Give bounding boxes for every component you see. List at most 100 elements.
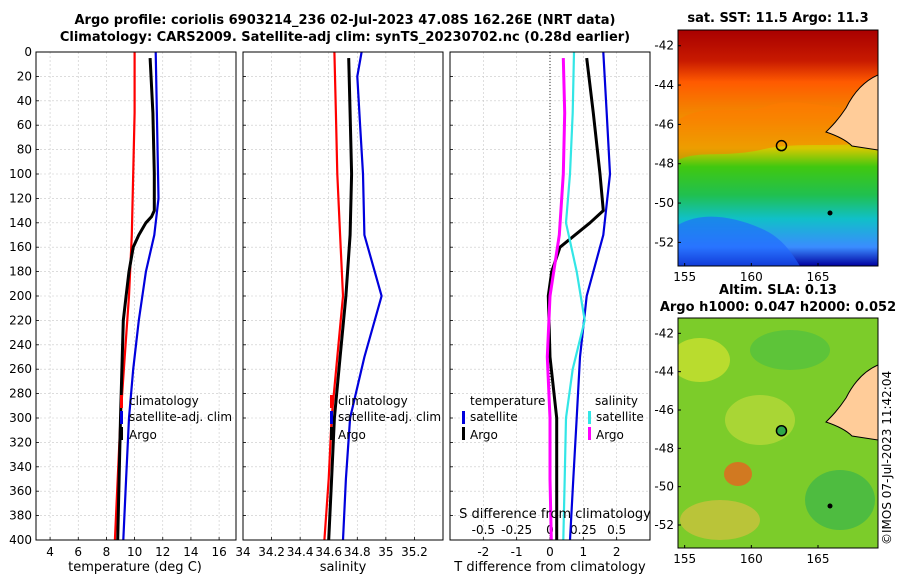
y-tick-label: 60 — [17, 118, 32, 132]
figure-title-line2: Climatology: CARS2009. Satellite-adj cli… — [60, 30, 630, 45]
x-tick-label: 16 — [211, 545, 226, 559]
temperature-profile-panel: 0 20 40 60 80 100 120 140 160 180 200 220 240 260 280 3… — [9, 45, 237, 559]
map-y-tick-label: -44 — [654, 365, 674, 379]
difference-xlabel-top: S difference from climatology — [459, 507, 651, 522]
x-tick-label: 6 — [74, 545, 82, 559]
map-y-tick-label: -46 — [654, 403, 674, 417]
salinity-xlabel: salinity — [320, 560, 367, 575]
legend-swatch-satellite — [330, 411, 333, 424]
y-tick-label: 20 — [17, 69, 32, 83]
x-tick-label: -1 — [511, 545, 523, 559]
y-tick-label: 40 — [17, 94, 32, 108]
temperature-xlabel: temperature (deg C) — [68, 560, 202, 575]
top-x-tick-label: 0.25 — [570, 523, 597, 537]
sla-patch — [678, 338, 730, 382]
legend-swatch-s-satellite — [588, 411, 591, 424]
legend-label-climatology: climatology — [129, 394, 199, 408]
legend-swatch-t-argo — [462, 427, 465, 440]
x-tick-label: -2 — [477, 545, 489, 559]
x-tick-label: 34.2 — [258, 545, 285, 559]
argo-line — [327, 58, 354, 540]
map-frame — [677, 29, 879, 267]
y-tick-label: 240 — [9, 338, 32, 352]
map-x-tick-label: 155 — [673, 270, 696, 284]
sla-map-title-line1: Altim. SLA: 0.13 — [719, 283, 837, 298]
x-tick-label: 35 — [378, 545, 393, 559]
map-y-tick-label: -48 — [654, 441, 674, 455]
map-x-tick-label: 165 — [807, 270, 830, 284]
y-tick-label: 400 — [9, 533, 32, 547]
legend-swatch-satellite — [120, 411, 123, 424]
top-x-tick-label: -0.25 — [501, 523, 532, 537]
y-tick-label: 100 — [9, 167, 32, 181]
x-tick-label: 14 — [183, 545, 198, 559]
x-tick-label: 34 — [235, 545, 250, 559]
temperature-satellite-line — [568, 52, 612, 540]
y-tick-label: 200 — [9, 289, 32, 303]
x-tick-label: 34.4 — [287, 545, 314, 559]
x-tick-label: 0 — [546, 545, 554, 559]
y-tick-label: 320 — [9, 435, 32, 449]
salinity-legend: climatology satellite-adj. clim Argo — [330, 394, 441, 442]
climatology-line — [323, 52, 345, 540]
salinity-argo-line — [545, 58, 567, 540]
figure-title-line1: Argo profile: coriolis 6903214_236 02-Ju… — [75, 13, 616, 28]
top-x-tick-label: -0.5 — [472, 523, 495, 537]
map-y-tick-label: -48 — [654, 157, 674, 171]
sla-patch — [750, 330, 830, 370]
map-y-tick-label: -46 — [654, 117, 674, 131]
sst-map-title: sat. SST: 11.5 Argo: 11.3 — [687, 11, 868, 26]
sla-argo-marker — [775, 424, 788, 437]
y-tick-label: 220 — [9, 313, 32, 327]
legend-label-satellite: satellite-adj. clim — [129, 410, 232, 424]
legend-swatch-argo — [330, 427, 333, 440]
legend-label-s-satellite: satellite — [596, 410, 644, 424]
y-tick-label: 300 — [9, 411, 32, 425]
map-y-tick-label: -52 — [654, 235, 674, 249]
x-tick-label: 12 — [155, 545, 170, 559]
legend-label-argo: Argo — [129, 428, 157, 442]
sla-island — [827, 503, 833, 509]
map-y-tick-label: -52 — [654, 518, 674, 532]
satellite-adj-clim-line — [122, 52, 160, 540]
sst-island — [827, 210, 833, 216]
legend-swatch-climatology — [330, 395, 333, 408]
legend-label-satellite: satellite-adj. clim — [338, 410, 441, 424]
legend-label-argo: Argo — [338, 428, 366, 442]
legend-label-t-satellite: satellite — [470, 410, 518, 424]
x-tick-label: 1 — [580, 545, 588, 559]
sla-patch — [725, 395, 795, 445]
y-tick-label: 280 — [9, 387, 32, 401]
difference-profile-panel: -2 -1 0 1 2-0.5 -0.25 0 0.25 0.5 — [449, 51, 651, 559]
temperature-legend: climatology satellite-adj. clim Argo — [120, 394, 232, 442]
y-tick-label: 340 — [9, 460, 32, 474]
legend-swatch-climatology — [120, 395, 123, 408]
map-y-tick-label: -44 — [654, 78, 674, 92]
plot-frame — [35, 51, 237, 541]
map-frame — [677, 317, 879, 549]
legend-swatch-argo — [120, 427, 123, 440]
salinity-satellite-line — [562, 52, 586, 540]
x-tick-label: 34.6 — [315, 545, 342, 559]
y-tick-label: 140 — [9, 216, 32, 230]
y-tick-label: 160 — [9, 240, 32, 254]
sla-land — [825, 364, 878, 441]
x-tick-label: 10 — [127, 545, 142, 559]
y-tick-label: 80 — [17, 143, 32, 157]
x-tick-label: 8 — [103, 545, 111, 559]
plot-frame — [449, 51, 651, 541]
sst-map-axes: 155 160 165 -42 -44 -46 -48 -50 -52 — [654, 29, 879, 284]
top-x-tick-label: 0.5 — [607, 523, 626, 537]
temperature-argo-line — [546, 57, 605, 540]
difference-xlabel: T difference from climatology — [453, 560, 646, 575]
sla-patch — [805, 470, 875, 530]
difference-legend: temperature satellite Argo salinity sate… — [462, 394, 644, 442]
legend-label-s-argo: Argo — [596, 428, 624, 442]
sst-front-patch — [678, 102, 878, 160]
legend-label-t-argo: Argo — [470, 428, 498, 442]
legend-swatch-t-satellite — [462, 411, 465, 424]
y-tick-label: 360 — [9, 484, 32, 498]
sla-map — [678, 318, 878, 548]
plot-frame — [242, 51, 444, 541]
